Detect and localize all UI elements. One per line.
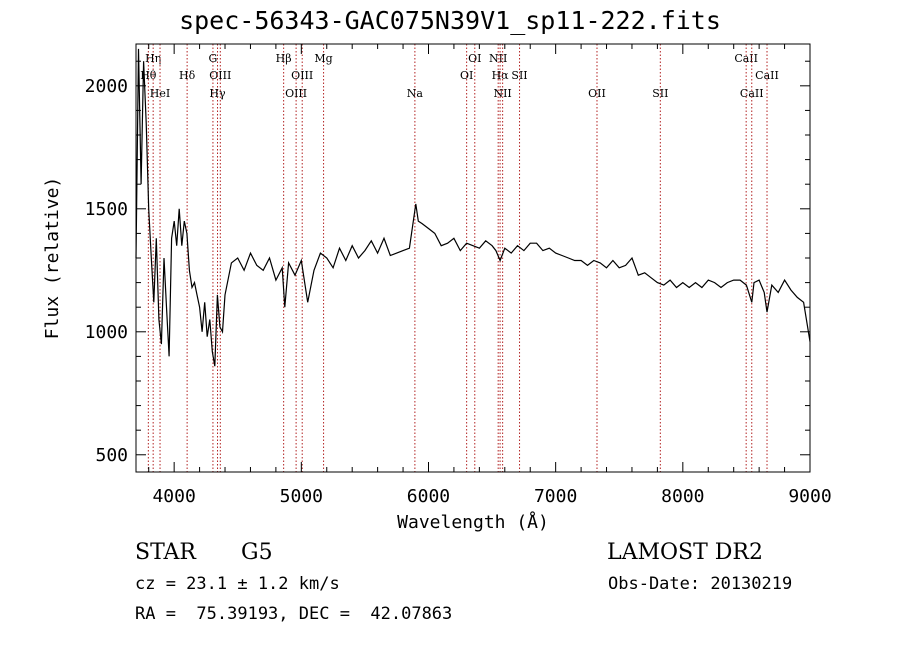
line-label-2: HeI bbox=[150, 87, 170, 100]
spectrum-series-line bbox=[135, 48, 811, 367]
x-tick-label-0: 4000 bbox=[152, 486, 195, 507]
line-label-9: OIII bbox=[285, 87, 307, 100]
survey-label: LAMOST DR2 bbox=[607, 540, 763, 565]
line-label-8: OIII bbox=[291, 69, 313, 82]
chart-title: spec-56343-GAC075N39V1_sp11-222.fits bbox=[179, 6, 721, 35]
x-tick-label-2: 6000 bbox=[407, 486, 450, 507]
y-axis-label: Flux (relative) bbox=[42, 177, 63, 340]
object-class: STAR bbox=[135, 540, 196, 565]
line-label-22: CaII bbox=[755, 69, 779, 82]
line-label-3: Hδ bbox=[179, 69, 196, 82]
x-tick-label-4: 8000 bbox=[661, 486, 704, 507]
line-label-4: G bbox=[209, 52, 218, 65]
line-label-10: Mg bbox=[314, 52, 332, 65]
line-label-16: NII bbox=[493, 87, 511, 100]
line-label-21: CaII bbox=[740, 87, 764, 100]
line-label-15: Hα bbox=[492, 69, 510, 82]
x-tick-label-3: 7000 bbox=[534, 486, 577, 507]
y-tick-label-0: 500 bbox=[95, 445, 128, 466]
y-tick-label-3: 2000 bbox=[85, 76, 128, 97]
y-tick-label-1: 1000 bbox=[85, 322, 128, 343]
line-label-18: OII bbox=[588, 87, 606, 100]
observation-date: Obs-Date: 20130219 bbox=[608, 574, 793, 594]
line-label-13: OI bbox=[468, 52, 481, 65]
object-subclass: G5 bbox=[241, 540, 273, 565]
line-label-0: Hη bbox=[145, 52, 161, 65]
line-label-11: Na bbox=[407, 87, 424, 100]
line-label-7: Hβ bbox=[276, 52, 292, 65]
line-label-12: OI bbox=[460, 69, 473, 82]
line-label-14: NII bbox=[489, 52, 507, 65]
line-label-5: OIII bbox=[209, 69, 231, 82]
redshift-cz: cz = 23.1 ± 1.2 km/s bbox=[135, 574, 340, 594]
y-tick-label-2: 1500 bbox=[85, 199, 128, 220]
x-axis-label: Wavelength (Å) bbox=[397, 511, 549, 533]
x-tick-label-5: 9000 bbox=[788, 486, 831, 507]
x-tick-label-1: 5000 bbox=[280, 486, 323, 507]
line-label-6: Hγ bbox=[209, 87, 226, 100]
ra-dec-coordinates: RA = 75.39193, DEC = 42.07863 bbox=[135, 604, 453, 624]
line-label-20: CaII bbox=[734, 52, 758, 65]
line-label-19: SII bbox=[652, 87, 668, 100]
line-label-17: SII bbox=[511, 69, 527, 82]
